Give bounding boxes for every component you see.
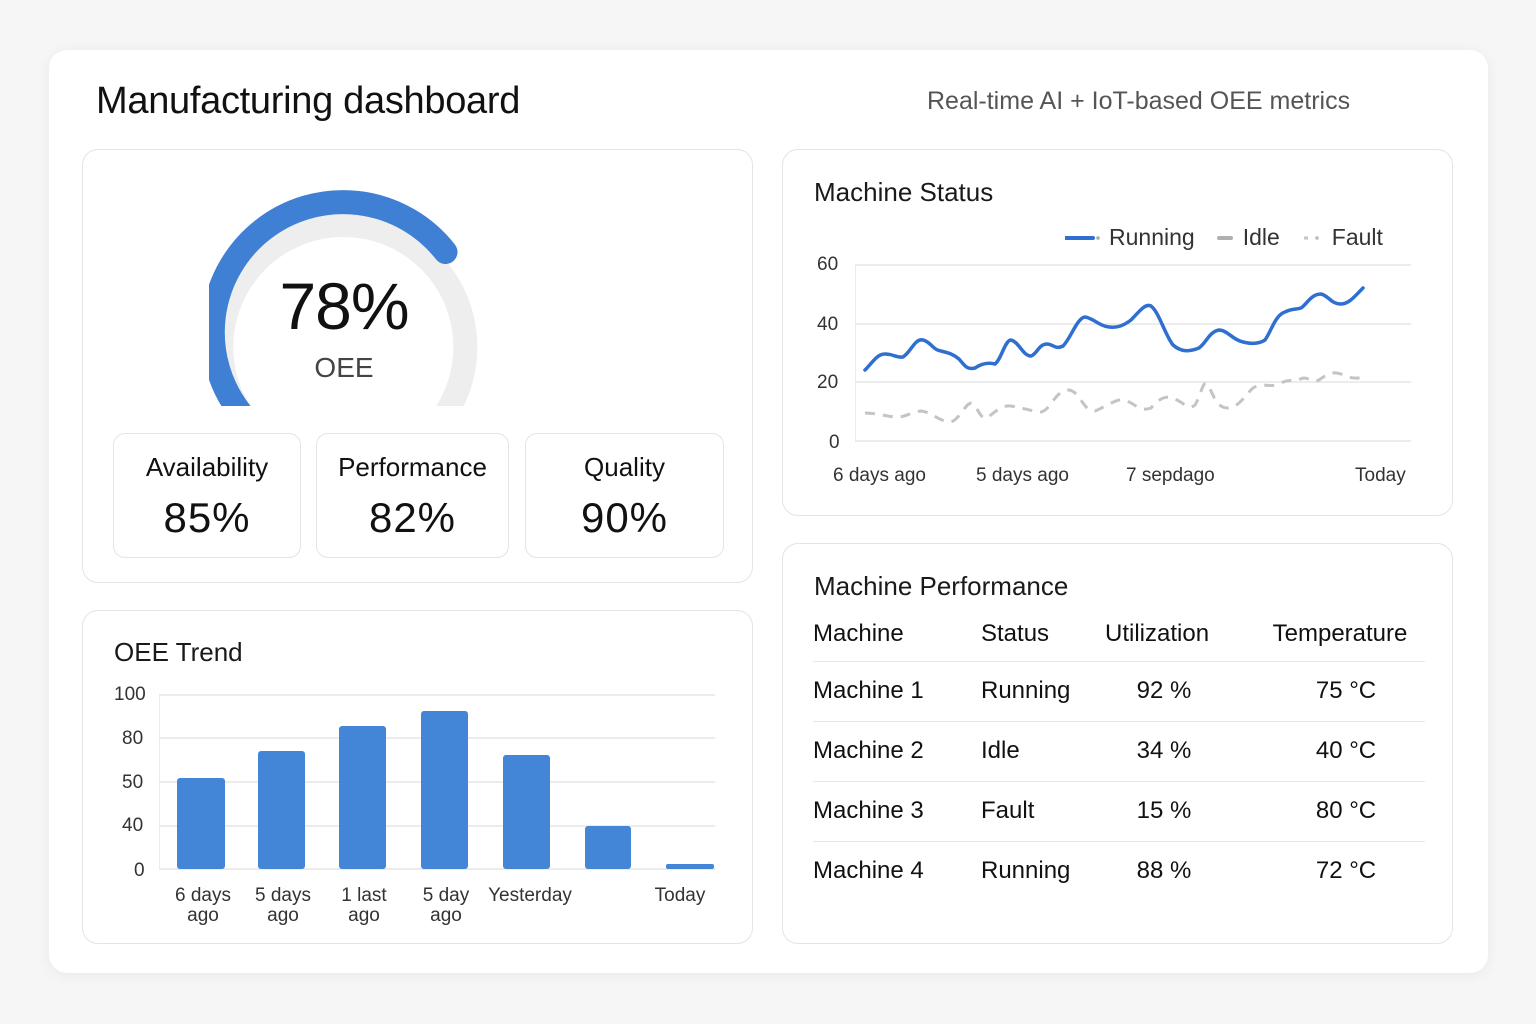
y-tick: 80 (122, 728, 144, 749)
cell-utilization: 34 % (1105, 720, 1255, 781)
oee-gauge-card: 78% OEE Availability 85% Performance 82%… (82, 149, 753, 583)
oee-trend-bar-chart (159, 694, 715, 870)
page-title: Manufacturing dashboard (96, 80, 521, 122)
cell-utilization: 15 % (1105, 780, 1255, 841)
table-row[interactable]: Machine 2 Idle 34 % 40 °C (813, 720, 1425, 781)
table-row[interactable]: Machine 3 Fault 15 % 80 °C (813, 780, 1425, 841)
fault-series (864, 371, 1366, 424)
oee-value: 78% (279, 269, 409, 343)
machine-performance-card: Machine Performance Machine Status Utili… (782, 543, 1453, 944)
cell-utilization: 88 % (1105, 840, 1255, 901)
oee-label: OEE (314, 352, 374, 383)
cell-temperature: 40 °C (1255, 720, 1425, 781)
y-tick: 60 (817, 254, 839, 275)
x-tick: 6 days ago (833, 465, 926, 486)
y-tick: 40 (122, 815, 144, 836)
y-tick: 40 (817, 314, 839, 335)
bar (421, 711, 468, 869)
cell-machine: Machine 2 (813, 720, 981, 781)
x-tick: 5 days ago (976, 465, 1069, 486)
bar (258, 751, 305, 869)
legend-label: Idle (1242, 224, 1280, 250)
legend-line-dashed-icon (1303, 235, 1319, 240)
machine-performance-table: Machine Status Utilization Temperature M… (813, 616, 1425, 901)
metric-label: Performance (338, 452, 487, 482)
bar (585, 826, 631, 869)
machine-performance-title: Machine Performance (814, 571, 1069, 601)
machine-status-card: Machine Status Running Idle Fault 60 40 … (782, 149, 1453, 516)
machine-status-title: Machine Status (814, 177, 994, 207)
metric-label: Quality (584, 452, 665, 482)
legend-fault[interactable]: Fault (1302, 224, 1383, 251)
metric-value: 85% (163, 494, 251, 541)
column-header-status[interactable]: Status (981, 620, 1050, 647)
machine-status-line-chart (855, 264, 1411, 442)
cell-machine: Machine 1 (813, 660, 981, 721)
cell-status: Idle (981, 720, 1105, 781)
cell-temperature: 80 °C (1255, 780, 1425, 841)
cell-utilization: 92 % (1105, 660, 1255, 721)
gauge-fill (209, 190, 458, 406)
page-subtitle: Real-time AI + IoT-based OEE metrics (927, 87, 1351, 115)
metric-label: Availability (145, 452, 269, 482)
x-tick: Yesterday (488, 885, 572, 906)
metric-value: 90% (580, 494, 669, 541)
oee-trend-title: OEE Trend (114, 637, 243, 667)
y-tick: 0 (134, 860, 145, 881)
legend-running[interactable]: Running (1065, 224, 1195, 251)
legend-label: Running (1109, 224, 1195, 250)
running-series (863, 286, 1365, 372)
metric-performance: Performance 82% (316, 433, 509, 558)
table-row[interactable]: Machine 1 Running 92 % 75 °C (813, 660, 1425, 721)
legend-line-gray-icon (1216, 235, 1233, 240)
cell-status: Fault (981, 780, 1105, 841)
x-tick: 5 day ago (422, 885, 470, 926)
legend-line-solid-icon (1065, 235, 1100, 240)
bar (339, 726, 386, 869)
x-tick: 1 last ago (341, 885, 387, 926)
x-tick: Today (1355, 465, 1406, 486)
x-tick: Today (654, 885, 706, 906)
metric-availability: Availability 85% (113, 433, 301, 558)
metric-value: 82% (368, 494, 457, 541)
column-header-machine[interactable]: Machine (813, 620, 904, 647)
cell-temperature: 75 °C (1255, 660, 1425, 721)
bar (503, 755, 550, 869)
y-tick: 20 (817, 372, 839, 393)
y-tick: 100 (114, 684, 146, 705)
legend-label: Fault (1331, 224, 1383, 250)
cell-status: Running (981, 840, 1105, 901)
column-header-temperature[interactable]: Temperature (1272, 620, 1408, 647)
cell-machine: Machine 4 (813, 840, 981, 901)
legend-idle[interactable]: Idle (1216, 224, 1280, 251)
cell-machine: Machine 3 (813, 780, 981, 841)
y-tick: 0 (829, 432, 840, 453)
chart-legend: Running Idle Fault (1065, 224, 1405, 251)
cell-temperature: 72 °C (1255, 840, 1425, 901)
y-tick: 50 (122, 772, 144, 793)
column-header-utilization[interactable]: Utilization (1105, 620, 1210, 647)
x-tick: 6 days ago (175, 885, 231, 926)
oee-gauge (209, 190, 478, 406)
x-tick: 5 days ago (255, 885, 311, 926)
table-row[interactable]: Machine 4 Running 88 % 72 °C (813, 840, 1425, 901)
table-header-row: Machine Status Utilization Temperature (813, 616, 1425, 661)
cell-status: Running (981, 660, 1105, 721)
x-tick: 7 sepdago (1126, 465, 1215, 486)
bar (666, 864, 714, 869)
oee-trend-card: OEE Trend 100 80 50 40 0 6 days ago 5 da… (82, 610, 753, 944)
bar (177, 778, 225, 869)
metric-quality: Quality 90% (525, 433, 724, 558)
